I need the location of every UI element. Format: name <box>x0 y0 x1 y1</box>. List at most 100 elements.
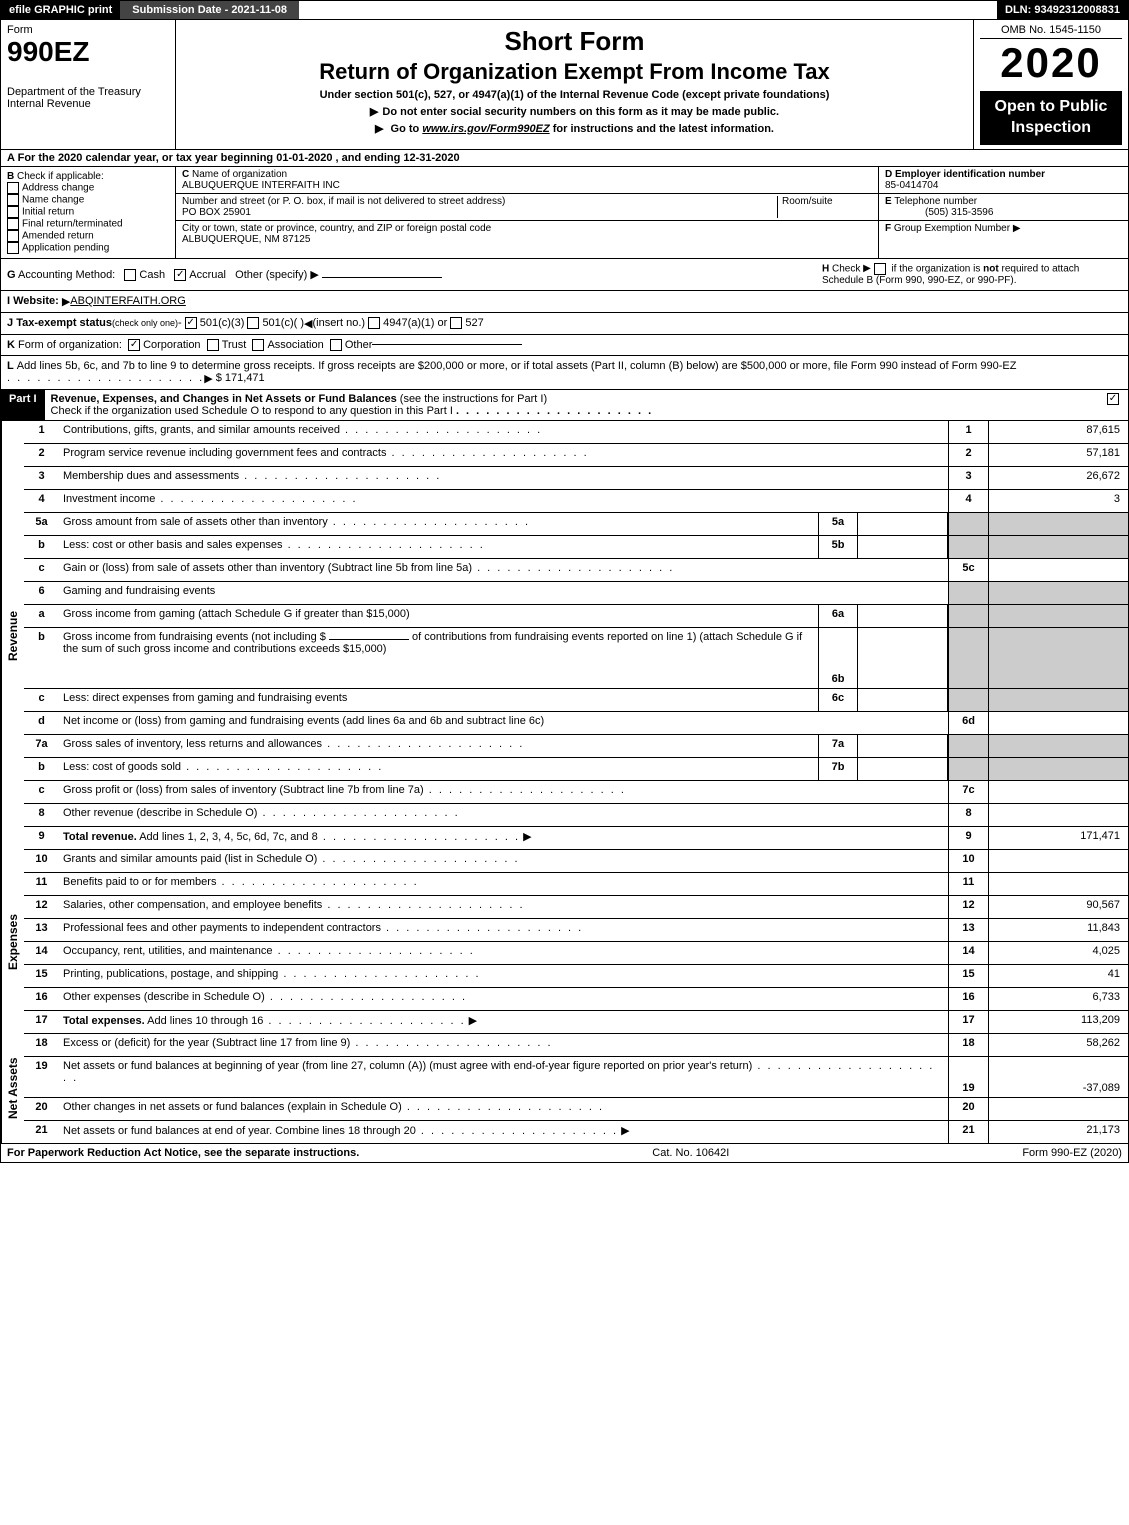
line-num: 20 <box>948 1098 988 1120</box>
line-no: 4 <box>24 490 59 512</box>
section-b: B Check if applicable: Address change Na… <box>1 167 176 258</box>
line-no: 21 <box>24 1121 59 1143</box>
line-no: b <box>24 536 59 558</box>
checkbox-association[interactable] <box>252 339 264 351</box>
shaded <box>948 536 988 558</box>
line-no: 10 <box>24 850 59 872</box>
line-no: 11 <box>24 873 59 895</box>
schedule-o-text: Check if the organization used Schedule … <box>51 405 453 417</box>
line-desc: Net assets or fund balances at beginning… <box>63 1060 752 1072</box>
h-text3: not <box>983 263 999 274</box>
submission-date: Submission Date - 2021-11-08 <box>120 1 299 19</box>
other-specify-input[interactable] <box>322 277 442 278</box>
line-num: 10 <box>948 850 988 872</box>
line-no: c <box>24 781 59 803</box>
checkbox-trust[interactable] <box>207 339 219 351</box>
line-4: 4 Investment income 4 3 <box>24 490 1128 513</box>
checkbox-address-change[interactable] <box>7 182 19 194</box>
shaded <box>988 689 1128 711</box>
line-14: 14 Occupancy, rent, utilities, and maint… <box>24 942 1128 965</box>
line-num: 15 <box>948 965 988 987</box>
line-desc: Other changes in net assets or fund bala… <box>63 1101 402 1113</box>
shaded <box>948 735 988 757</box>
line-desc: Gross income from fundraising events (no… <box>59 628 818 688</box>
header-left: Form 990EZ Department of the Treasury In… <box>1 20 176 149</box>
tax-exempt-note: (check only one) <box>112 318 178 328</box>
side-netassets: Net Assets <box>1 1034 24 1143</box>
line-no: d <box>24 712 59 734</box>
addr-label: Number and street (or P. O. box, if mail… <box>182 196 505 207</box>
checkbox-name-change[interactable] <box>7 194 19 206</box>
netassets-section: Net Assets 18 Excess or (deficit) for th… <box>1 1034 1128 1143</box>
inner-no: 5b <box>818 536 858 558</box>
part1-header-row: Part I Revenue, Expenses, and Changes in… <box>1 390 1128 421</box>
checkbox-corporation[interactable] <box>128 339 140 351</box>
dots <box>216 876 418 888</box>
checkbox-schedule-b[interactable] <box>874 263 886 275</box>
shaded <box>988 513 1128 535</box>
line-desc: Gross sales of inventory, less returns a… <box>63 738 322 750</box>
dots <box>263 1015 465 1027</box>
checkbox-amended-return[interactable] <box>7 230 19 242</box>
dots <box>350 1037 552 1049</box>
part1-title: Revenue, Expenses, and Changes in Net As… <box>45 390 1101 420</box>
line-val: 3 <box>988 490 1128 512</box>
website-link[interactable]: ABQINTERFAITH.ORG <box>70 295 186 307</box>
line-num: 12 <box>948 896 988 918</box>
checkbox-527[interactable] <box>450 317 462 329</box>
open-to-public: Open to Public Inspection <box>980 91 1122 145</box>
inner-no: 6c <box>818 689 858 711</box>
part1-label: Part I <box>1 390 45 420</box>
line-no: 19 <box>24 1057 59 1097</box>
line-desc: Excess or (deficit) for the year (Subtra… <box>63 1037 350 1049</box>
irs-link[interactable]: www.irs.gov/Form990EZ <box>422 123 549 135</box>
line-num: 21 <box>948 1121 988 1143</box>
dln: DLN: 93492312008831 <box>997 1 1128 19</box>
checkbox-501c[interactable] <box>247 317 259 329</box>
inner-val <box>858 513 948 535</box>
checkbox-4947[interactable] <box>368 317 380 329</box>
line-num: 8 <box>948 804 988 826</box>
line-no: 12 <box>24 896 59 918</box>
line-no: 3 <box>24 467 59 489</box>
arrow-icon <box>863 263 871 274</box>
line-val: 21,173 <box>988 1121 1128 1143</box>
part1-title-text: Revenue, Expenses, and Changes in Net As… <box>51 393 397 405</box>
checkbox-501c3[interactable] <box>185 317 197 329</box>
tax-year: 2020 <box>980 39 1122 87</box>
line-20: 20 Other changes in net assets or fund b… <box>24 1098 1128 1121</box>
checkbox-schedule-o[interactable] <box>1107 393 1119 405</box>
opt-initial-return: Initial return <box>22 206 74 217</box>
line-11: 11 Benefits paid to or for members 11 <box>24 873 1128 896</box>
line-num: 18 <box>948 1034 988 1056</box>
line-no: 15 <box>24 965 59 987</box>
line-desc: Program service revenue including govern… <box>63 447 386 459</box>
line-no: 20 <box>24 1098 59 1120</box>
title-main: Return of Organization Exempt From Incom… <box>182 59 967 85</box>
checkbox-other-org[interactable] <box>330 339 342 351</box>
line-desc2: Add lines 1, 2, 3, 4, 5c, 6d, 7c, and 8 <box>139 831 318 843</box>
letter-j: J <box>7 317 13 329</box>
note-instructions: Go to www.irs.gov/Form990EZ for instruct… <box>182 122 967 135</box>
checkbox-final-return[interactable] <box>7 218 19 230</box>
opt-527: 527 <box>465 317 483 329</box>
opt-trust: Trust <box>222 339 247 351</box>
checkbox-cash[interactable] <box>124 269 136 281</box>
form-header: Form 990EZ Department of the Treasury In… <box>1 20 1128 150</box>
arrow-icon <box>466 1015 478 1027</box>
letter-d: D <box>885 169 892 180</box>
checkbox-initial-return[interactable] <box>7 206 19 218</box>
section-a-text: For the 2020 calendar year, or tax year … <box>18 152 460 164</box>
letter-l: L <box>7 360 14 372</box>
dots <box>283 539 485 551</box>
checkbox-accrual[interactable] <box>174 269 186 281</box>
line-21: 21 Net assets or fund balances at end of… <box>24 1121 1128 1143</box>
row-gh: G Accounting Method: Cash Accrual Other … <box>1 259 1128 291</box>
other-org-input[interactable] <box>372 344 522 345</box>
line-num: 6d <box>948 712 988 734</box>
line-desc: Other revenue (describe in Schedule O) <box>63 807 257 819</box>
contributions-input[interactable] <box>329 639 409 640</box>
dots <box>472 562 674 574</box>
checkbox-application-pending[interactable] <box>7 242 19 254</box>
header-right: OMB No. 1545-1150 2020 Open to Public In… <box>973 20 1128 149</box>
